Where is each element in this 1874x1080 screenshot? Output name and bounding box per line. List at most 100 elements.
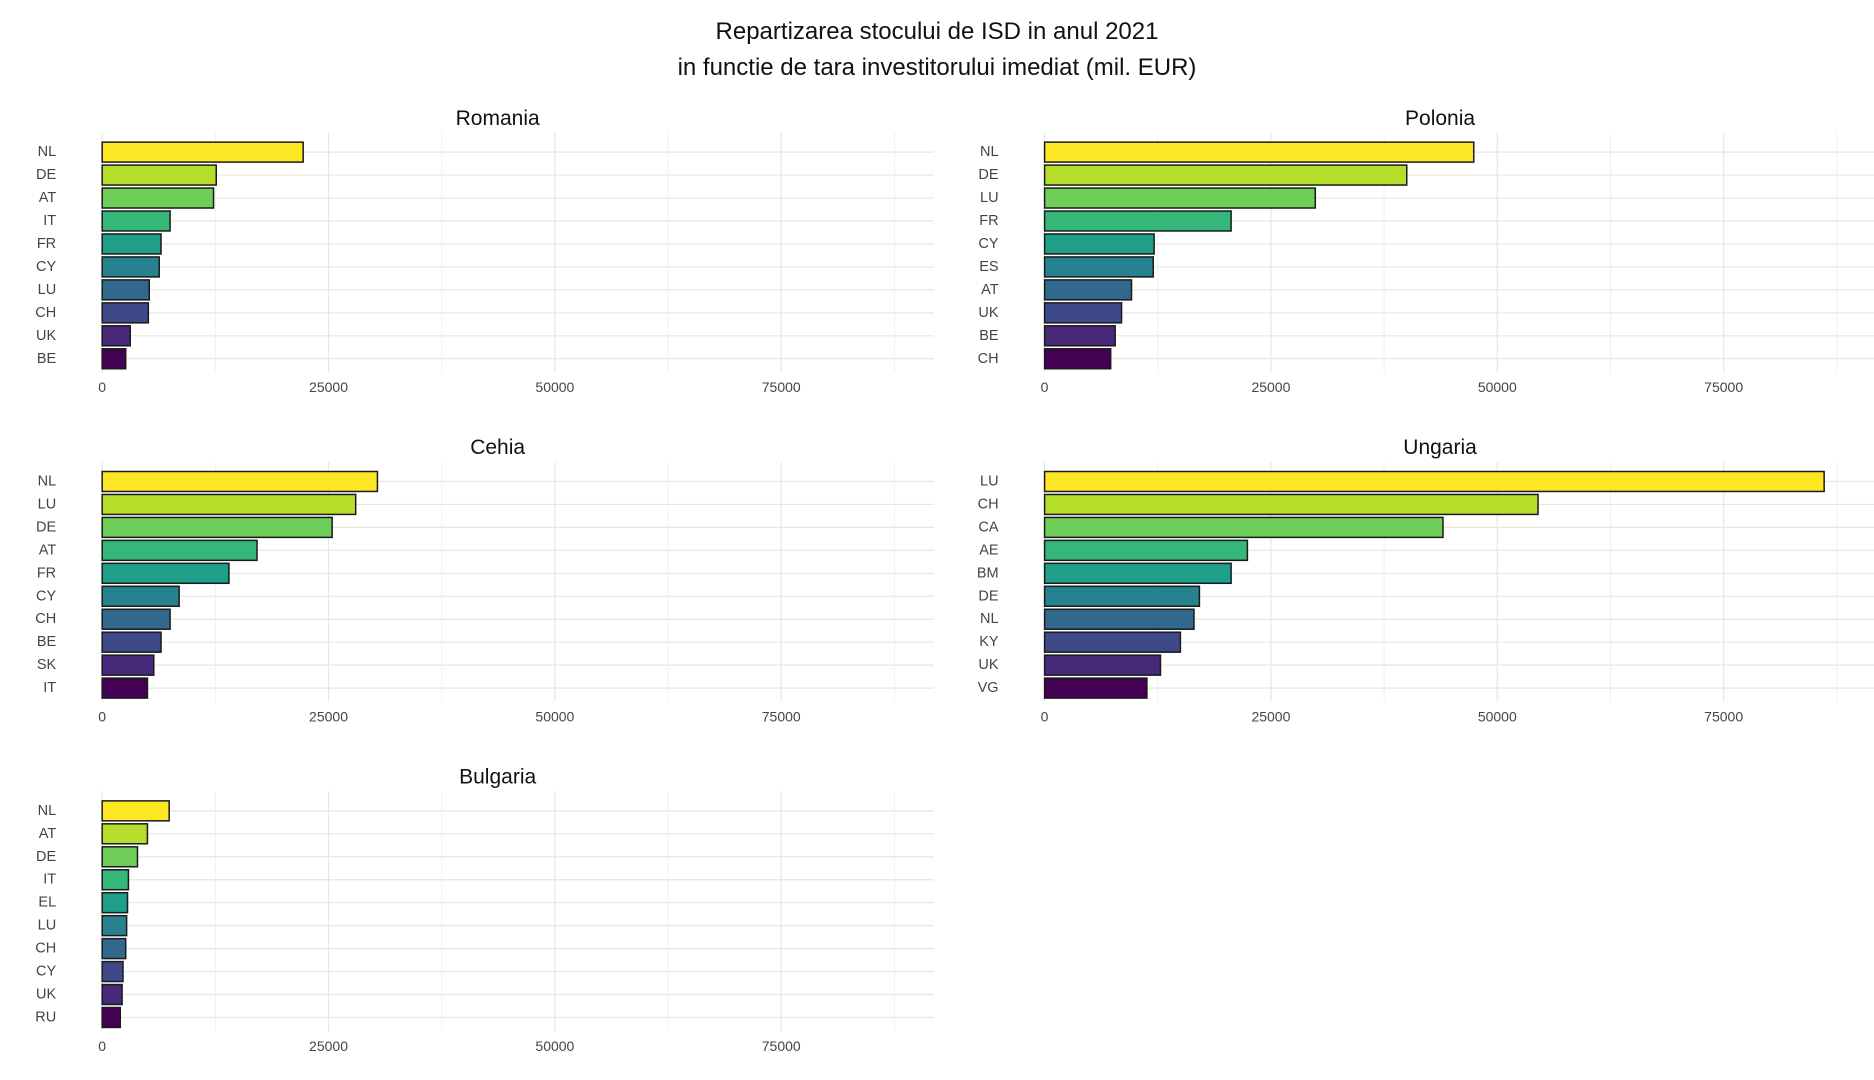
bar-be [101, 631, 162, 653]
category-label: FR [37, 236, 56, 252]
category-label: AE [979, 542, 999, 558]
category-label: BE [37, 351, 57, 367]
bar-ch [101, 608, 171, 630]
bar-at [101, 187, 215, 209]
category-label: CH [978, 351, 999, 367]
bar-ru [101, 1006, 122, 1029]
category-label: RU [35, 1009, 56, 1025]
category-label: FR [37, 565, 56, 581]
category-label: DE [978, 167, 998, 183]
x-tick-label: 50000 [1478, 708, 1517, 724]
x-tick-label: 75000 [762, 708, 801, 724]
bar-ch [1043, 493, 1539, 516]
x-tick-label: 0 [98, 1038, 106, 1054]
panel-title: Bulgaria [459, 766, 536, 789]
x-tick-label: 50000 [1478, 379, 1517, 395]
bar-at [101, 539, 258, 562]
category-label: LU [38, 282, 57, 298]
panel-romania: Romania NL DE AT IT FR CY LU CH UK BE 0 25000 50000 75… [35, 107, 934, 395]
x-tick-label: 75000 [762, 379, 801, 395]
category-label: CY [36, 964, 56, 980]
panel-polonia: Polonia NL DE LU FR CY ES AT UK BE CH 0 25000 50000 75… [978, 107, 1874, 395]
category-label: NL [38, 144, 57, 160]
bar-de [1043, 585, 1201, 608]
bar-nl [1043, 141, 1475, 163]
panel-title: Ungaria [1403, 436, 1477, 459]
bar-ae [1043, 539, 1249, 562]
x-tick-label: 0 [98, 708, 106, 724]
category-label: NL [38, 473, 57, 489]
category-label: CA [978, 519, 998, 535]
category-label: NL [38, 803, 57, 819]
category-label: CY [36, 588, 56, 604]
category-label: ES [979, 259, 998, 275]
category-label: AT [39, 542, 57, 558]
category-label: NL [980, 144, 999, 160]
panel-title: Cehia [470, 436, 525, 459]
category-label: CY [36, 259, 56, 275]
bar-el [101, 891, 129, 914]
category-label: DE [978, 588, 998, 604]
category-label: IT [43, 213, 56, 229]
bar-fr [101, 233, 162, 255]
bar-uk [101, 983, 123, 1006]
bar-de [101, 846, 139, 868]
x-tick-label: 75000 [1704, 379, 1743, 395]
x-tick-label: 25000 [1251, 379, 1290, 395]
bar-ky [1043, 631, 1182, 653]
category-label: IT [43, 680, 56, 696]
panel-title: Polonia [1405, 107, 1475, 130]
bar-cy [101, 585, 180, 608]
category-label: UK [978, 657, 998, 673]
panel-cehia: Cehia NL LU DE AT FR CY CH BE SK IT 0 25000 50000 7500… [35, 436, 934, 724]
category-label: CH [978, 496, 999, 512]
bar-ca [1043, 516, 1444, 539]
bar-fr [1043, 210, 1232, 232]
bar-lu [101, 279, 151, 301]
bar-lu [101, 914, 128, 937]
bar-vg [1043, 677, 1148, 699]
bar-lu [1043, 187, 1317, 209]
category-label: CY [978, 236, 998, 252]
bar-nl [101, 800, 170, 822]
x-tick-label: 25000 [309, 379, 348, 395]
category-label: CH [35, 611, 56, 627]
category-label: VG [978, 680, 999, 696]
panel-title: Romania [456, 107, 540, 130]
bar-it [101, 210, 171, 232]
bar-be [1043, 325, 1116, 347]
bar-uk [101, 325, 131, 347]
x-tick-label: 0 [1041, 379, 1049, 395]
category-label: BM [977, 565, 999, 581]
bar-lu [101, 493, 357, 516]
x-tick-label: 0 [1041, 708, 1049, 724]
bar-cy [101, 256, 160, 278]
x-tick-label: 75000 [762, 1038, 801, 1054]
bar-sk [101, 654, 155, 676]
bar-fr [101, 562, 230, 585]
category-label: AT [981, 282, 999, 298]
panel-ungaria: Ungaria LU CH CA AE BM DE NL KY UK VG 0 25000 50000 75… [977, 436, 1874, 724]
bar-it [101, 868, 130, 891]
x-tick-label: 50000 [535, 1038, 574, 1054]
bar-be [101, 348, 127, 370]
category-label: DE [36, 849, 56, 865]
bar-de [101, 164, 218, 186]
category-label: SK [37, 657, 57, 673]
category-label: LU [980, 190, 999, 206]
x-tick-label: 25000 [309, 708, 348, 724]
category-label: CH [35, 941, 56, 957]
chart-title-line-2: in functie de tara investitorului imedia… [677, 54, 1197, 81]
category-label: DE [36, 167, 56, 183]
category-label: UK [36, 328, 56, 344]
chart-title: Repartizarea stocului de ISD in anul 202… [0, 14, 1874, 86]
bar-bm [1043, 562, 1232, 585]
category-label: LU [980, 473, 999, 489]
category-label: AT [39, 826, 57, 842]
bar-ch [101, 302, 150, 324]
category-label: BE [37, 634, 57, 650]
category-label: EL [38, 895, 56, 911]
category-label: UK [36, 987, 56, 1003]
bar-de [1043, 164, 1408, 186]
